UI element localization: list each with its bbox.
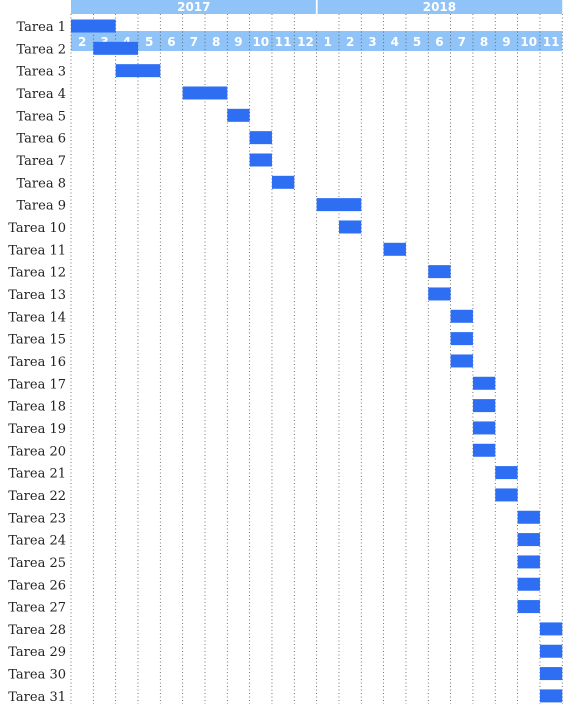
task-bar: [518, 511, 540, 524]
task-bar: [540, 667, 562, 680]
task-label: Tarea 9: [17, 199, 66, 214]
task-bar: [183, 86, 228, 99]
task-labels: Tarea 1 Tarea 2 Tarea 3 Tarea 4 Tarea 5 Tarea…: [8, 20, 66, 704]
task-label: Tarea 22: [8, 489, 66, 504]
task-label: Tarea 5: [17, 109, 66, 124]
task-label: Tarea 13: [8, 288, 66, 303]
task-label: Tarea 4: [17, 87, 66, 102]
task-bar: [518, 578, 540, 591]
month-label-2017-5: 5: [145, 35, 153, 49]
task-bar: [451, 354, 473, 367]
month-label-2018-7: 7: [458, 35, 466, 49]
task-bar: [272, 176, 294, 189]
task-bar: [495, 466, 517, 479]
month-label-2017-12: 12: [297, 35, 314, 49]
task-label: Tarea 18: [8, 400, 66, 415]
task-label: Tarea 12: [8, 266, 66, 281]
task-bar: [317, 198, 362, 211]
month-label-2017-10: 10: [252, 35, 269, 49]
task-bar: [540, 622, 562, 635]
task-bar: [518, 555, 540, 568]
task-label: Tarea 24: [8, 534, 66, 549]
task-label: Tarea 16: [8, 355, 66, 370]
task-label: Tarea 27: [8, 601, 66, 616]
year-label-2017: 2017: [177, 0, 210, 14]
task-bar: [518, 533, 540, 546]
task-label: Tarea 10: [8, 221, 66, 236]
task-bar: [451, 332, 473, 345]
task-label: Tarea 11: [8, 243, 66, 258]
task-bar: [71, 20, 116, 33]
month-label-2018-1: 1: [324, 35, 332, 49]
task-label: Tarea 3: [17, 65, 66, 80]
month-label-2018-11: 11: [543, 35, 560, 49]
task-bar: [384, 243, 406, 256]
month-label-2018-4: 4: [391, 35, 399, 49]
task-bar: [250, 153, 272, 166]
task-bar: [227, 109, 249, 122]
task-label: Tarea 28: [8, 623, 66, 638]
year-label-2018: 2018: [423, 0, 456, 14]
task-label: Tarea 2: [17, 42, 66, 57]
task-label: Tarea 29: [8, 645, 66, 660]
task-bar: [473, 377, 495, 390]
month-label-2018-2: 2: [346, 35, 354, 49]
task-bar: [540, 645, 562, 658]
task-label: Tarea 15: [8, 333, 66, 348]
task-bar: [518, 600, 540, 613]
task-label: Tarea 23: [8, 511, 66, 526]
month-label-2018-9: 9: [502, 35, 510, 49]
task-label: Tarea 30: [8, 668, 66, 683]
task-bar: [339, 220, 361, 233]
month-label-2018-10: 10: [520, 35, 537, 49]
task-label: Tarea 6: [17, 132, 66, 147]
task-label: Tarea 14: [8, 310, 66, 325]
month-label-2017-7: 7: [190, 35, 198, 49]
task-label: Tarea 1: [17, 20, 66, 35]
task-label: Tarea 20: [8, 444, 66, 459]
task-bar: [250, 131, 272, 144]
task-label: Tarea 31: [8, 690, 66, 704]
task-bar: [473, 421, 495, 434]
task-bar: [428, 287, 450, 300]
task-bar: [540, 689, 562, 702]
task-label: Tarea 7: [17, 154, 66, 169]
month-label-2018-6: 6: [435, 35, 443, 49]
task-bar: [93, 42, 138, 55]
month-label-2018-8: 8: [480, 35, 488, 49]
month-label-2017-6: 6: [167, 35, 175, 49]
task-label: Tarea 25: [8, 556, 66, 571]
month-label-2017-2: 2: [78, 35, 86, 49]
task-bar: [428, 265, 450, 278]
grid-lines: [71, 0, 562, 704]
task-bar: [473, 444, 495, 457]
month-label-2018-3: 3: [368, 35, 376, 49]
task-label: Tarea 8: [17, 176, 66, 191]
month-label-2017-8: 8: [212, 35, 220, 49]
task-label: Tarea 26: [8, 578, 66, 593]
task-bar: [116, 64, 161, 77]
month-label-2017-11: 11: [275, 35, 292, 49]
task-label: Tarea 19: [8, 422, 66, 437]
task-bar: [473, 399, 495, 412]
task-label: Tarea 17: [8, 377, 66, 392]
task-label: Tarea 21: [8, 467, 66, 482]
task-bar: [451, 310, 473, 323]
task-bar: [495, 488, 517, 501]
month-label-2017-9: 9: [234, 35, 242, 49]
month-label-2018-5: 5: [413, 35, 421, 49]
